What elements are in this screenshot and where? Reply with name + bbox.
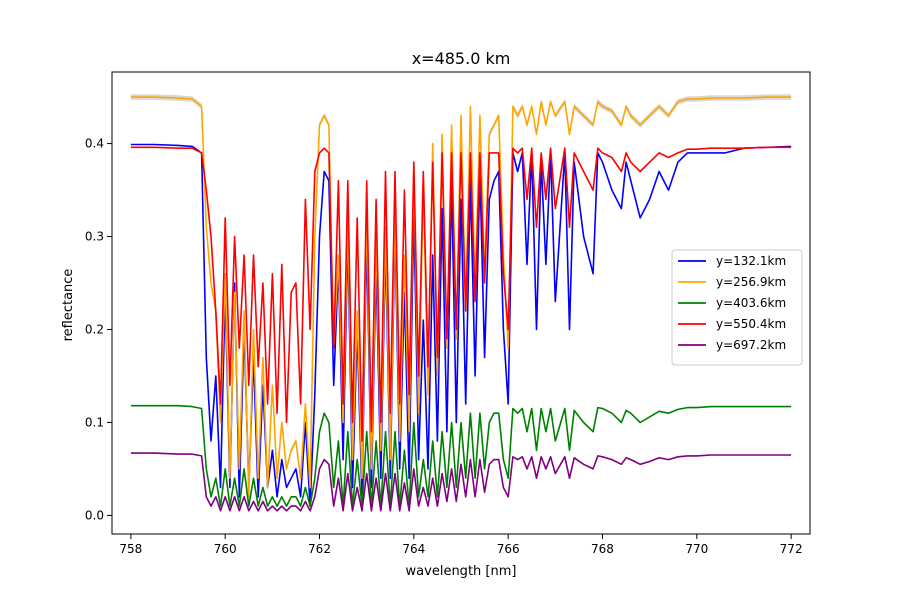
- y-tick-label: 0.3: [85, 230, 104, 244]
- x-tick-label: 772: [780, 542, 803, 556]
- y-tick-label: 0.2: [85, 322, 104, 336]
- legend-label-2: y=256.9km: [716, 275, 786, 289]
- legend-label-4: y=550.4km: [716, 317, 786, 331]
- x-tick-label: 760: [214, 542, 237, 556]
- x-tick-label: 762: [308, 542, 331, 556]
- y-tick-label: 0.1: [85, 415, 104, 429]
- series-line-3: [130, 404, 792, 507]
- series-line-5: [130, 452, 792, 512]
- y-tick-label: 0.4: [85, 137, 104, 151]
- x-axis-label: wavelength [nm]: [406, 564, 517, 579]
- legend-box: [671, 249, 803, 366]
- x-tick-label: 766: [497, 542, 520, 556]
- x-tick-label: 770: [685, 542, 708, 556]
- legend-label-3: y=403.6km: [716, 296, 786, 310]
- y-tick-label: 0.0: [85, 508, 104, 522]
- legend-label-1: y=132.1km: [716, 254, 786, 268]
- y-axis-label: reflectance: [61, 269, 76, 342]
- x-tick-label: 758: [119, 542, 142, 556]
- x-tick-label: 768: [591, 542, 614, 556]
- x-tick-label: 764: [402, 542, 425, 556]
- plot-area: 758 760 762 764 766 768 770 772 0.0 0.1 0.2 0.3 0.4 y…: [85, 71, 811, 556]
- series-line-4: [130, 146, 792, 442]
- chart-title: x=485.0 km: [412, 49, 511, 68]
- axes-frame: [111, 71, 811, 535]
- legend-label-5: y=697.2km: [716, 338, 786, 352]
